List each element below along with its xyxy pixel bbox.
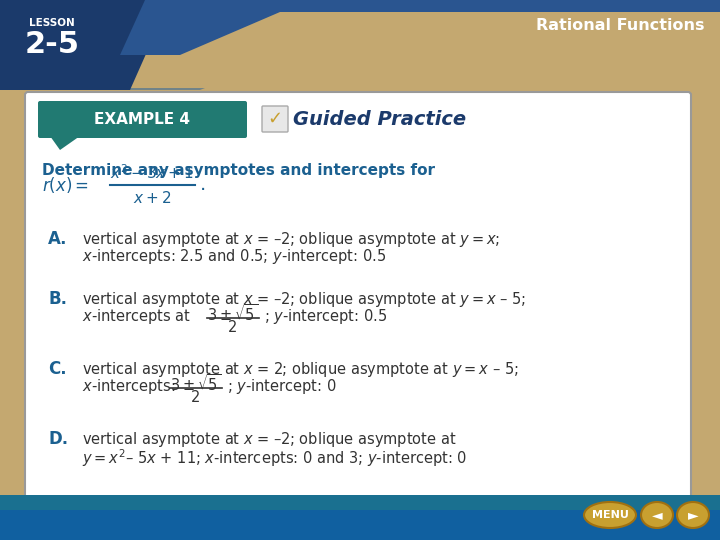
Bar — [0, 0, 720, 88]
Polygon shape — [0, 0, 170, 90]
Text: $x^2-3x+1$: $x^2-3x+1$ — [110, 164, 194, 183]
Text: LESSON: LESSON — [29, 18, 75, 28]
Text: Determine any asymptotes and intercepts for: Determine any asymptotes and intercepts … — [42, 163, 435, 178]
Text: 2: 2 — [192, 390, 201, 405]
Text: Guided Practice: Guided Practice — [293, 110, 466, 129]
Ellipse shape — [584, 502, 636, 528]
Text: 2-5: 2-5 — [24, 30, 79, 59]
Text: vertical asymptote at $x$ = –2; oblique asymptote at: vertical asymptote at $x$ = –2; oblique … — [82, 430, 456, 449]
Text: $x$-intercepts: 2.5 and 0.5; $y$-intercept: 0.5: $x$-intercepts: 2.5 and 0.5; $y$-interce… — [82, 247, 386, 266]
FancyBboxPatch shape — [262, 106, 288, 132]
Text: A.: A. — [48, 230, 68, 248]
Text: ◄: ◄ — [652, 508, 662, 522]
Polygon shape — [0, 0, 720, 90]
Text: ►: ► — [688, 508, 698, 522]
Text: EXAMPLE 4: EXAMPLE 4 — [94, 112, 191, 127]
FancyBboxPatch shape — [38, 101, 247, 138]
Polygon shape — [100, 0, 720, 55]
FancyBboxPatch shape — [25, 92, 691, 498]
Text: vertical asymptote at $x$ = 2; oblique asymptote at $y = x$ – 5;: vertical asymptote at $x$ = 2; oblique a… — [82, 360, 518, 379]
Text: $3\pm\sqrt{5}$: $3\pm\sqrt{5}$ — [207, 303, 258, 324]
Text: $r(x) =$: $r(x) =$ — [42, 175, 89, 195]
Polygon shape — [50, 136, 80, 150]
Text: vertical asymptote at $x$ = –2; oblique asymptote at $y = x$;: vertical asymptote at $x$ = –2; oblique … — [82, 230, 500, 249]
Text: D.: D. — [48, 430, 68, 448]
Text: C.: C. — [48, 360, 67, 378]
Text: Rational Functions: Rational Functions — [536, 18, 705, 33]
Text: ; $y$-intercept: 0: ; $y$-intercept: 0 — [227, 377, 336, 396]
Text: $x+2$: $x+2$ — [133, 190, 171, 206]
Text: $y = x^2$– 5$x$ + 11; $x$-intercepts: 0 and 3; $y$-intercept: 0: $y = x^2$– 5$x$ + 11; $x$-intercepts: 0 … — [82, 447, 467, 469]
Text: B.: B. — [48, 290, 67, 308]
Text: vertical asymptote at $x$ = –2; oblique asymptote at $y = x$ – 5;: vertical asymptote at $x$ = –2; oblique … — [82, 290, 526, 309]
Text: $3\pm\sqrt{5}$: $3\pm\sqrt{5}$ — [170, 373, 221, 394]
Ellipse shape — [677, 502, 709, 528]
Bar — [0, 495, 720, 540]
Bar — [0, 510, 720, 540]
Ellipse shape — [641, 502, 673, 528]
Text: 2: 2 — [228, 320, 238, 335]
Text: MENU: MENU — [592, 510, 629, 520]
Polygon shape — [0, 0, 145, 88]
Text: .: . — [200, 176, 206, 194]
Text: ; $y$-intercept: 0.5: ; $y$-intercept: 0.5 — [264, 307, 387, 326]
Text: $x$-intercepts at: $x$-intercepts at — [82, 307, 196, 326]
Text: ✓: ✓ — [267, 110, 282, 128]
Text: $x$-intercepts:: $x$-intercepts: — [82, 377, 177, 396]
